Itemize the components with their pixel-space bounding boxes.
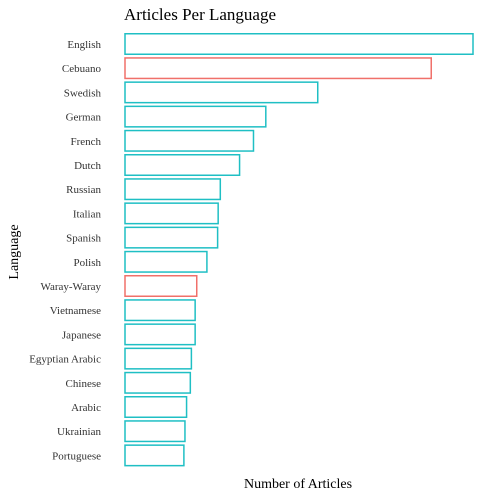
- bar-french: [124, 129, 255, 152]
- category-label-egyptian-arabic: Egyptian Arabic: [29, 354, 101, 366]
- y-axis-title: Language: [7, 224, 22, 279]
- category-label-portuguese: Portuguese: [52, 450, 101, 462]
- category-label-cebuano: Cebuano: [62, 63, 102, 75]
- bar-japanese: [124, 323, 196, 346]
- bar-dutch: [124, 154, 241, 176]
- category-label-spanish: Spanish: [66, 233, 101, 245]
- bar-chinese: [124, 371, 192, 394]
- category-label-german: German: [66, 112, 102, 124]
- x-axis-title: Number of Articles: [244, 477, 352, 492]
- bar-spanish: [124, 226, 219, 249]
- category-label-ukrainian: Ukrainian: [57, 426, 101, 438]
- bar-german: [124, 105, 267, 128]
- category-labels-group: English Cebuano Swedish German French Dutch Ru…: [29, 39, 101, 462]
- bar-polish: [124, 250, 208, 273]
- bar-english: [124, 33, 474, 55]
- category-label-english: English: [67, 39, 101, 51]
- bar-egyptian-arabic: [124, 347, 193, 370]
- category-label-dutch: Dutch: [74, 160, 101, 172]
- bar-cebuano: [124, 57, 432, 80]
- category-label-arabic: Arabic: [71, 402, 101, 414]
- category-label-waray-waray: Waray-Waray: [40, 281, 101, 293]
- category-label-french: French: [70, 136, 101, 148]
- bar-waray-waray: [124, 275, 198, 297]
- category-label-chinese: Chinese: [66, 378, 102, 390]
- category-label-russian: Russian: [66, 184, 101, 196]
- bar-ukrainian: [124, 420, 186, 443]
- category-label-japanese: Japanese: [62, 329, 101, 341]
- bar-italian: [124, 202, 219, 225]
- bar-russian: [124, 178, 222, 201]
- category-label-vietnamese: Vietnamese: [50, 305, 101, 317]
- bar-portuguese: [124, 444, 185, 467]
- bar-vietnamese: [124, 299, 196, 322]
- category-label-polish: Polish: [73, 257, 101, 269]
- bar-swedish: [124, 81, 319, 104]
- category-label-swedish: Swedish: [64, 87, 102, 99]
- bars-group: [124, 33, 474, 467]
- bar-arabic: [124, 396, 188, 418]
- category-label-italian: Italian: [73, 208, 102, 220]
- chart-title: Articles Per Language: [124, 5, 276, 24]
